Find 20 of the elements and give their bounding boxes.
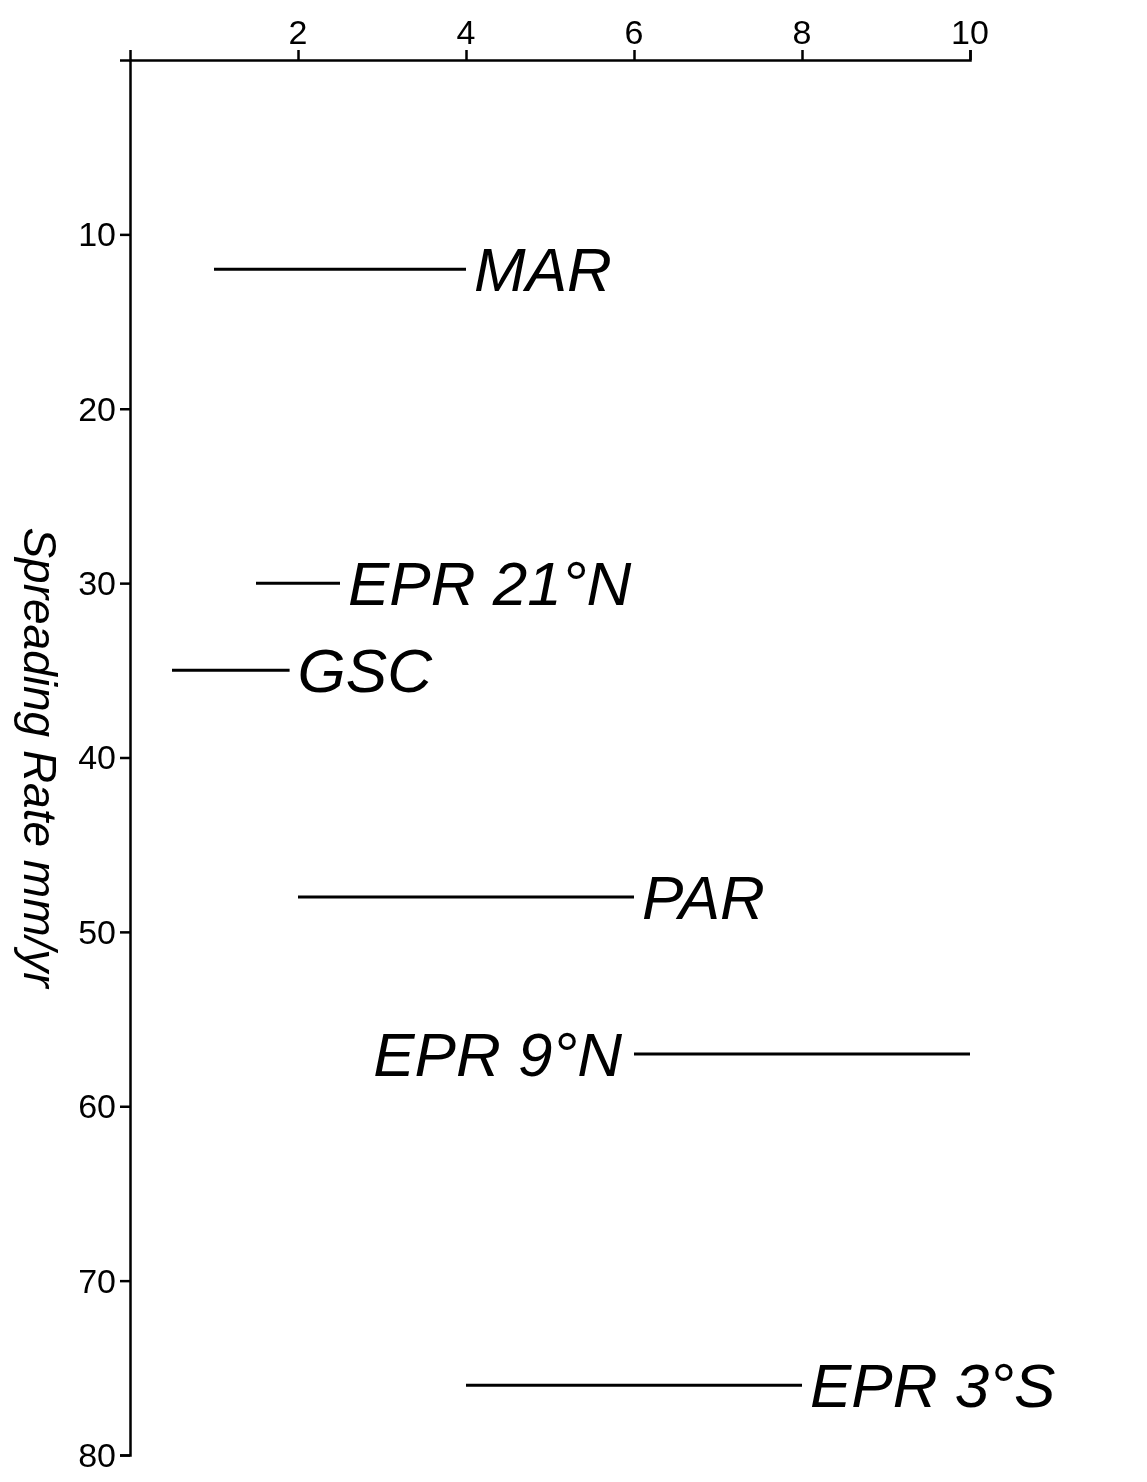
y-axis-title: Spreading Rate mm/yr bbox=[13, 527, 66, 990]
y-tick-label: 60 bbox=[78, 1087, 116, 1126]
y-tick-label: 10 bbox=[78, 215, 116, 254]
x-tick-label: 8 bbox=[792, 13, 812, 51]
annotation: EPR 3°S bbox=[810, 1350, 1056, 1420]
annotation: PAR bbox=[642, 862, 765, 932]
x-tick-label: 2 bbox=[288, 13, 308, 51]
x-tick-label: 10 bbox=[951, 13, 989, 51]
y-tick-label: 40 bbox=[78, 738, 116, 777]
y-tick-label: 80 bbox=[78, 1435, 116, 1474]
annotation: GSC bbox=[297, 636, 434, 706]
annotation: EPR 21°N bbox=[348, 548, 632, 618]
y-tick-label: 20 bbox=[78, 389, 116, 428]
annotation: EPR 9°N bbox=[373, 1019, 623, 1089]
y-tick-label: 50 bbox=[78, 912, 116, 951]
y-tick-label: 70 bbox=[78, 1261, 116, 1300]
x-tick-label: 4 bbox=[456, 13, 476, 51]
x-tick-label: 6 bbox=[624, 13, 644, 51]
annotation: MAR bbox=[474, 234, 612, 304]
y-tick-label: 30 bbox=[78, 564, 116, 603]
